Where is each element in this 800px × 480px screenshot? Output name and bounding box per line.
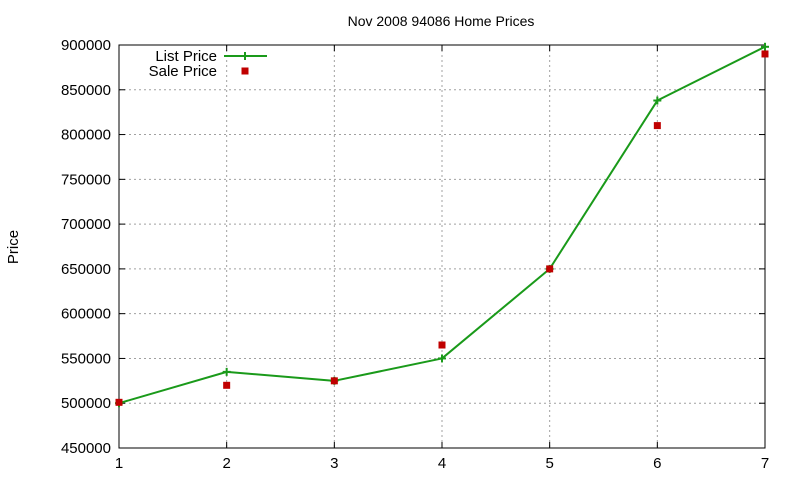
legend-marker-sale-price bbox=[241, 67, 249, 75]
x-tick-label: 5 bbox=[545, 455, 553, 472]
x-tick-label: 4 bbox=[438, 455, 446, 472]
x-tick-label: 3 bbox=[330, 455, 338, 472]
plot-series bbox=[115, 42, 769, 408]
sale-price-point bbox=[653, 122, 661, 130]
legend-symbol-sale-price bbox=[241, 67, 249, 75]
legend-label-list-price: List Price bbox=[155, 48, 217, 65]
y-tick-label: 650000 bbox=[61, 261, 111, 278]
legend-symbol-list-price bbox=[224, 52, 267, 60]
series-sale-price bbox=[115, 50, 769, 406]
chart-title: Nov 2008 94086 Home Prices bbox=[348, 13, 535, 29]
legend: List Price Sale Price bbox=[149, 48, 267, 80]
legend-label-sale-price: Sale Price bbox=[149, 63, 217, 80]
list-price-point bbox=[222, 367, 231, 376]
x-tick-label: 2 bbox=[222, 455, 230, 472]
sale-price-point bbox=[438, 341, 446, 349]
x-tick-label: 7 bbox=[761, 455, 769, 472]
y-tick-label: 700000 bbox=[61, 216, 111, 233]
y-tick-label: 550000 bbox=[61, 350, 111, 367]
plot-frame bbox=[118, 44, 766, 449]
list-price-point bbox=[653, 96, 662, 105]
y-tick-label: 600000 bbox=[61, 306, 111, 323]
sale-price-point bbox=[761, 50, 769, 58]
y-axis-label: Price bbox=[5, 230, 22, 264]
y-tick-label: 850000 bbox=[61, 82, 111, 99]
sale-price-point bbox=[546, 265, 554, 273]
x-tick-label: 1 bbox=[115, 455, 123, 472]
x-tick-label: 6 bbox=[653, 455, 661, 472]
y-tick-label: 900000 bbox=[61, 37, 111, 54]
y-tick-label: 750000 bbox=[61, 171, 111, 188]
sale-price-point bbox=[115, 398, 123, 406]
axes: 1 2 3 4 5 6 7 450000 500000 550000 600000 650000 700… bbox=[61, 37, 769, 472]
y-tick-label: 450000 bbox=[61, 440, 111, 457]
y-tick-label: 500000 bbox=[61, 395, 111, 412]
list-price-point bbox=[761, 42, 769, 51]
list-price-point bbox=[438, 354, 446, 363]
sale-price-point bbox=[330, 377, 338, 385]
sale-price-point bbox=[223, 381, 231, 389]
y-tick-label: 800000 bbox=[61, 127, 111, 144]
